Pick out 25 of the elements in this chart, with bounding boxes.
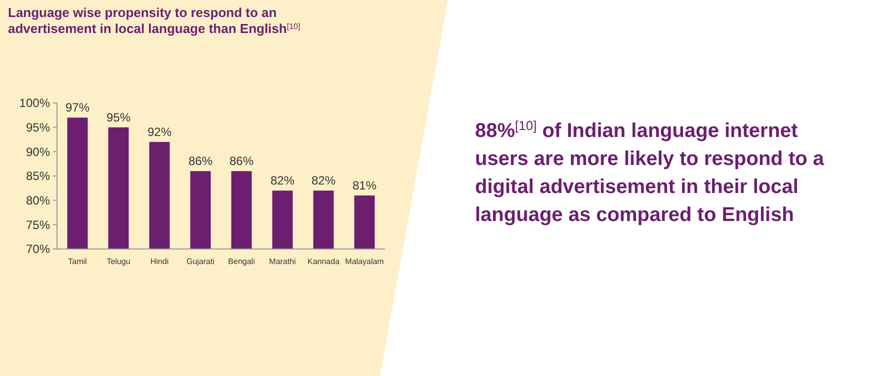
y-tick-label: 70% [26,242,50,256]
x-tick-label: Marathi [269,257,296,266]
data-label: 82% [270,174,295,188]
x-tick-label: Tamil [68,257,88,266]
chart-title: Language wise propensity to respond to an advertisement in local language than English$^{[10]}$ [8,5,300,36]
x-tick-label: Kannada [307,257,340,266]
data-label: 92% [147,124,172,139]
y-tick-label: 80% [26,194,50,208]
y-tick-label: 85% [26,169,50,184]
data-label: 82% [311,174,336,188]
data-label: 97% [65,100,90,115]
y-tick-label: 95% [26,120,50,135]
x-tick-label: Telugu [106,257,130,266]
y-tick-label: 100% [19,96,50,110]
x-tick-label: Bengali [228,257,256,266]
data-label: 86% [188,154,213,168]
x-tick-label: Malayalam [345,257,384,266]
data-label: 81% [352,178,377,192]
y-tick-label: 75% [26,218,50,232]
y-tick-label: 90% [26,144,50,159]
text: 88%$^{[10]}$ of Indian language internet users are more likely to respond to a digital advertisement in their local language as compared to English [475,118,825,226]
x-tick-label: Hindi [150,257,169,266]
data-label: 86% [229,154,254,168]
x-tick-label: Gujarati [186,257,215,266]
data-label: 95% [106,110,131,124]
